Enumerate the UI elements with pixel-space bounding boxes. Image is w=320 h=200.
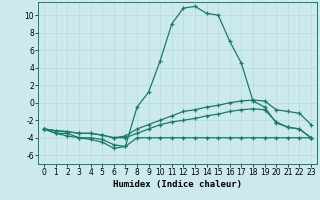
X-axis label: Humidex (Indice chaleur): Humidex (Indice chaleur): [113, 180, 242, 189]
